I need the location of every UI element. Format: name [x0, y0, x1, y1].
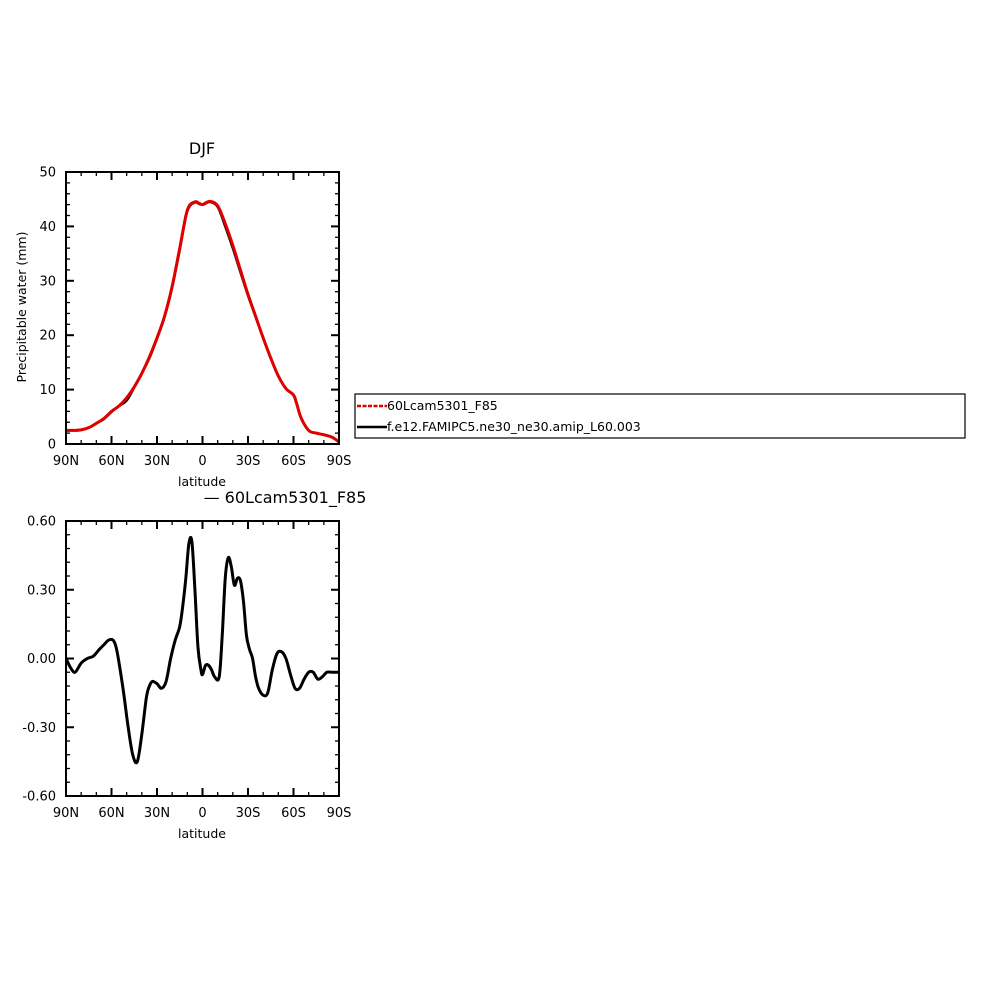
panel1-series-line-1 — [66, 199, 339, 444]
difference-panel: — 60Lcam5301_F85 -0.60 -0.30 0.00 0.30 0.60 9… — [22, 488, 366, 841]
panel1-plot-area: 0 10 20 30 40 50 90N 60N 30N 0 30S 60S 90S — [39, 166, 351, 470]
panel2-xtick-label: 30S — [236, 806, 261, 821]
panel2-xtick-label: 60N — [98, 806, 124, 821]
panel2-xtick-label: 30N — [144, 806, 170, 821]
precipitable-water-panel: DJF 0 10 20 30 40 50 90N 60N 30N 0 30S 60S 90S latit… — [14, 139, 351, 489]
panel1-xtick-label: 30S — [236, 454, 261, 469]
panel2-series-line-1 — [66, 535, 339, 765]
panel2-ytick-label: 0.30 — [27, 583, 56, 598]
panel1-ytick-label: 30 — [39, 274, 56, 289]
panel2-ytick-label: 0.00 — [27, 652, 56, 667]
panel2-xlabel: latitude — [178, 826, 226, 841]
panel1-ytick-label: 0 — [48, 438, 56, 453]
panel1-xtick-label: 60S — [281, 454, 306, 469]
panel1-ytick-label: 20 — [39, 329, 56, 344]
panel1-title: DJF — [189, 139, 215, 158]
panel1-xtick-label: 60N — [98, 454, 124, 469]
panel2-xtick-label: 90S — [327, 806, 352, 821]
legend: 60Lcam5301_F85 f.e12.FAMIPC5.ne30_ne30.a… — [354, 393, 966, 439]
panel2-plot-area: -0.60 -0.30 0.00 0.30 0.60 90N 60N 30N 0 30S 60S 90… — [22, 515, 351, 822]
panel1-ytick-label: 40 — [39, 220, 56, 235]
panel1-xlabel: latitude — [178, 474, 226, 489]
panel1-xtick-label: 30N — [144, 454, 170, 469]
panel1-ylabel: Precipitable water (mm) — [14, 232, 29, 383]
panel2-xtick-label: 60S — [281, 806, 306, 821]
panel2-ytick-label: 0.60 — [27, 515, 56, 530]
panel1-xtick-label: 90N — [53, 454, 79, 469]
panel1-ytick-label: 50 — [39, 166, 56, 181]
legend-entry-2: f.e12.FAMIPC5.ne30_ne30.amip_L60.003 — [387, 419, 641, 434]
panel2-title: — 60Lcam5301_F85 — [204, 488, 367, 508]
legend-entry-1: 60Lcam5301_F85 — [387, 398, 498, 413]
panel1-xtick-label: 90S — [327, 454, 352, 469]
panel2-xtick-label: 0 — [198, 806, 206, 821]
panel2-ytick-label: -0.30 — [22, 721, 56, 736]
legend-box — [354, 393, 966, 439]
panel1-ytick-label: 10 — [39, 383, 56, 398]
panel1-xtick-label: 0 — [198, 454, 206, 469]
panel2-ytick-label: -0.60 — [22, 790, 56, 805]
panel2-xtick-label: 90N — [53, 806, 79, 821]
